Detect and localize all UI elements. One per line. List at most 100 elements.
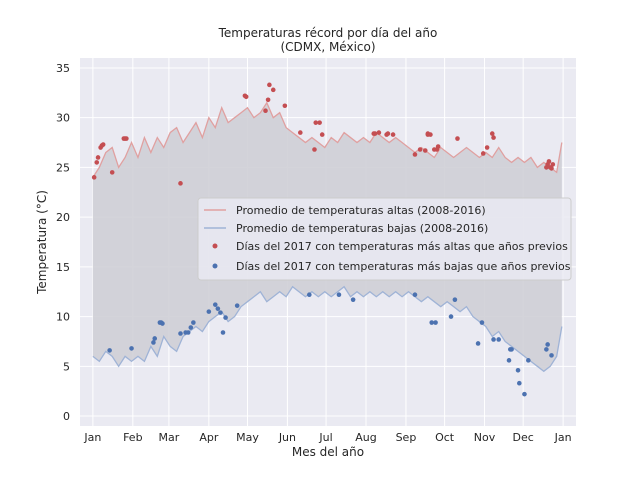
record-points [91,82,556,397]
chart-subtitle: (CDMX, México) [280,40,375,54]
record-low-point [506,358,512,363]
record-low-point [515,368,521,373]
record-high-point [94,160,100,165]
record-low-point [350,297,356,302]
record-high-point [412,152,418,157]
x-tick-label: May [236,431,259,444]
record-high-point [265,97,271,103]
record-low-point [178,331,183,336]
legend-label-record-low: Días del 2017 con temperaturas más bajas… [236,260,571,273]
y-tick-label: 5 [63,360,70,373]
record-low-point [129,346,134,351]
chart-title: Temperaturas récord por día del año [218,26,438,40]
y-tick-label: 0 [63,410,70,423]
record-high-point [484,145,490,150]
y-axis-label: Temperatura (°C) [35,190,49,295]
record-high-point [390,132,396,137]
y-tick-labels: 0 5 10 15 20 25 30 35 [56,62,70,423]
record-high-point [480,151,486,156]
x-tick-label: Feb [123,431,142,444]
record-high-point [417,147,423,152]
record-high-point [385,131,391,136]
x-tick-labels: Jan Feb Mar Apr May Jun Jul Aug Sep Oct Nov Dec Jan [83,431,571,444]
record-high-point [312,147,317,152]
x-tick-label: Oct [435,431,455,444]
record-low-point [448,314,454,319]
record-low-point [152,336,158,341]
record-low-point [185,330,191,335]
record-low-point [151,340,156,345]
legend-label-record-high: Días del 2017 con temperaturas más altas… [236,240,568,253]
record-high-point [319,132,325,137]
record-low-point [517,380,522,386]
record-low-point [496,337,502,342]
record-high-point [109,170,115,175]
x-tick-label: Jan [83,431,101,444]
record-high-point [549,166,554,171]
record-low-point [545,342,550,347]
record-high-point [100,142,106,147]
legend-label-high: Promedio de temperaturas altas (2008-201… [236,204,486,217]
record-high-point [491,135,496,140]
record-low-point [526,358,531,363]
legend-box [197,197,572,281]
record-low-point [479,320,485,325]
record-low-point [223,315,228,320]
record-high-point [550,162,556,167]
record-high-point [422,148,428,153]
y-tick-label: 30 [56,112,70,125]
x-tick-label: Apr [199,431,219,444]
record-low-point [544,347,549,352]
y-tick-label: 15 [56,261,70,274]
record-high-point [267,82,272,88]
x-tick-label: Jul [318,431,332,444]
record-high-point [313,120,319,125]
record-low-point [191,320,196,325]
record-low-point [206,309,212,314]
y-tick-label: 20 [56,211,70,224]
record-high-point [376,130,382,135]
record-low-point [212,302,218,307]
record-high-point [546,159,552,164]
record-low-point [307,292,312,298]
record-high-point [428,132,433,137]
x-tick-label: Sep [396,431,417,444]
record-high-point [489,131,495,136]
record-high-point [298,130,303,135]
record-high-point [270,87,276,93]
record-low-point [429,320,435,325]
record-low-point [160,321,165,326]
x-tick-label: Aug [355,431,376,444]
record-high-point [243,94,249,100]
x-tick-label: Jun [278,431,296,444]
record-low-point [220,330,226,335]
record-low-point [234,303,240,308]
record-low-point [475,341,481,346]
record-high-point [435,144,441,149]
record-high-point [455,136,460,141]
record-low-point [433,320,438,325]
record-high-point [263,108,268,114]
record-low-point [188,325,194,330]
record-high-point [91,175,97,180]
legend-swatch-record-high [212,243,218,249]
x-tick-label: Jan [554,431,572,444]
y-tick-label: 25 [56,161,70,174]
x-tick-label: Nov [474,431,496,444]
record-low-point [522,391,527,397]
record-low-point [491,337,496,342]
record-low-point [412,292,418,298]
series-line-low [92,285,563,373]
record-high-point [178,181,183,186]
record-low-point [549,353,554,358]
record-low-point [509,347,514,352]
legend: Promedio de temperaturas altas (2008-201… [197,197,572,281]
legend-swatch-record-low [212,263,218,269]
record-high-point [317,120,322,125]
x-tick-label: Mar [159,431,180,444]
record-high-point [282,103,288,109]
record-high-point [95,155,101,160]
x-axis-label: Mes del año [292,445,364,459]
legend-label-low: Promedio de temperaturas bajas (2008-201… [236,222,488,235]
